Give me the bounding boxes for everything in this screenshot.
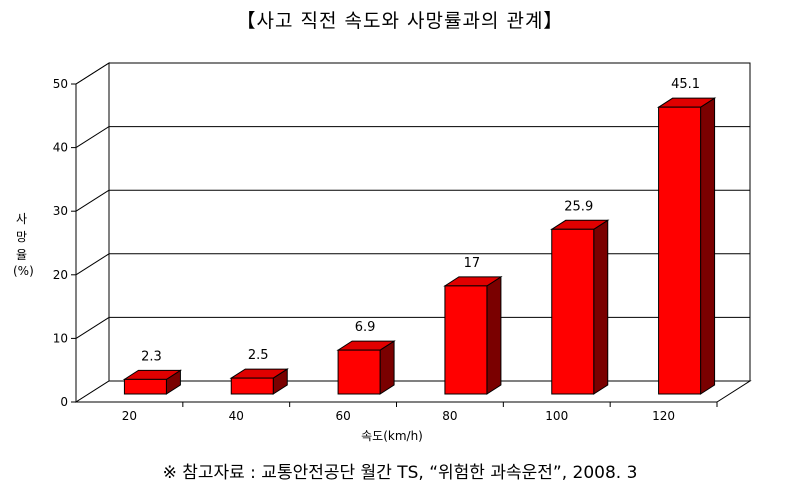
- y-tick-label: 20: [53, 268, 68, 282]
- data-label: 6.9: [355, 320, 376, 335]
- x-tick-label: 120: [652, 409, 675, 423]
- back-wall: [108, 62, 751, 382]
- bars: [122, 97, 717, 395]
- left-wall: [75, 62, 110, 403]
- axes: [71, 83, 718, 407]
- gridline-depth: [75, 253, 110, 276]
- bar: [123, 378, 167, 395]
- x-axis-label: 속도(km/h): [361, 429, 423, 443]
- x-tick-label: 80: [442, 409, 457, 423]
- bar: [551, 228, 595, 395]
- data-label: 17: [464, 256, 481, 271]
- gridline-depth: [75, 316, 110, 339]
- y-tick-label: 30: [53, 204, 68, 218]
- chart-frame: [74, 62, 752, 403]
- bar: [658, 106, 702, 395]
- gridline-depth: [75, 189, 110, 212]
- x-tick-label: 40: [229, 409, 244, 423]
- x-tick-label: 20: [122, 409, 137, 423]
- x-tick-label: 100: [545, 409, 568, 423]
- gridline-depth: [75, 62, 110, 85]
- x-tick-label: 60: [335, 409, 350, 423]
- gridline-depth: [75, 126, 110, 149]
- bar: [337, 349, 381, 395]
- bar-side: [700, 97, 716, 395]
- bar: [230, 377, 274, 395]
- y-axis-label-char: 율: [16, 248, 28, 262]
- y-tick-label: 50: [53, 77, 68, 91]
- data-label: 2.5: [248, 348, 269, 363]
- y-tick-label: 40: [53, 141, 68, 155]
- y-tick-label: 10: [53, 331, 68, 345]
- y-axis-label-char: 사: [16, 212, 28, 226]
- chart-title: 【사고 직전 속도와 사망률과의 관계】: [236, 10, 564, 32]
- data-label: 2.3: [141, 349, 162, 364]
- y-axis-label-char: 망: [16, 230, 28, 244]
- bar: [444, 285, 488, 395]
- y-tick-label: 0: [60, 395, 68, 409]
- data-label: 45.1: [671, 77, 700, 92]
- data-label: 25.9: [564, 199, 593, 214]
- gridlines: [75, 62, 750, 339]
- y-axis-label-unit: (%): [13, 264, 34, 278]
- labels: 0 10 20 30 40 50 20 2.3 40 2.5 60 6.9 80 17 100 25.9 120…: [53, 77, 700, 423]
- bar-side: [593, 219, 609, 395]
- source-note: ※ 참고자료 : 교통안전공단 월간 TS, “위험한 과속운전”, 2008.…: [162, 463, 638, 483]
- bar-side: [486, 275, 502, 395]
